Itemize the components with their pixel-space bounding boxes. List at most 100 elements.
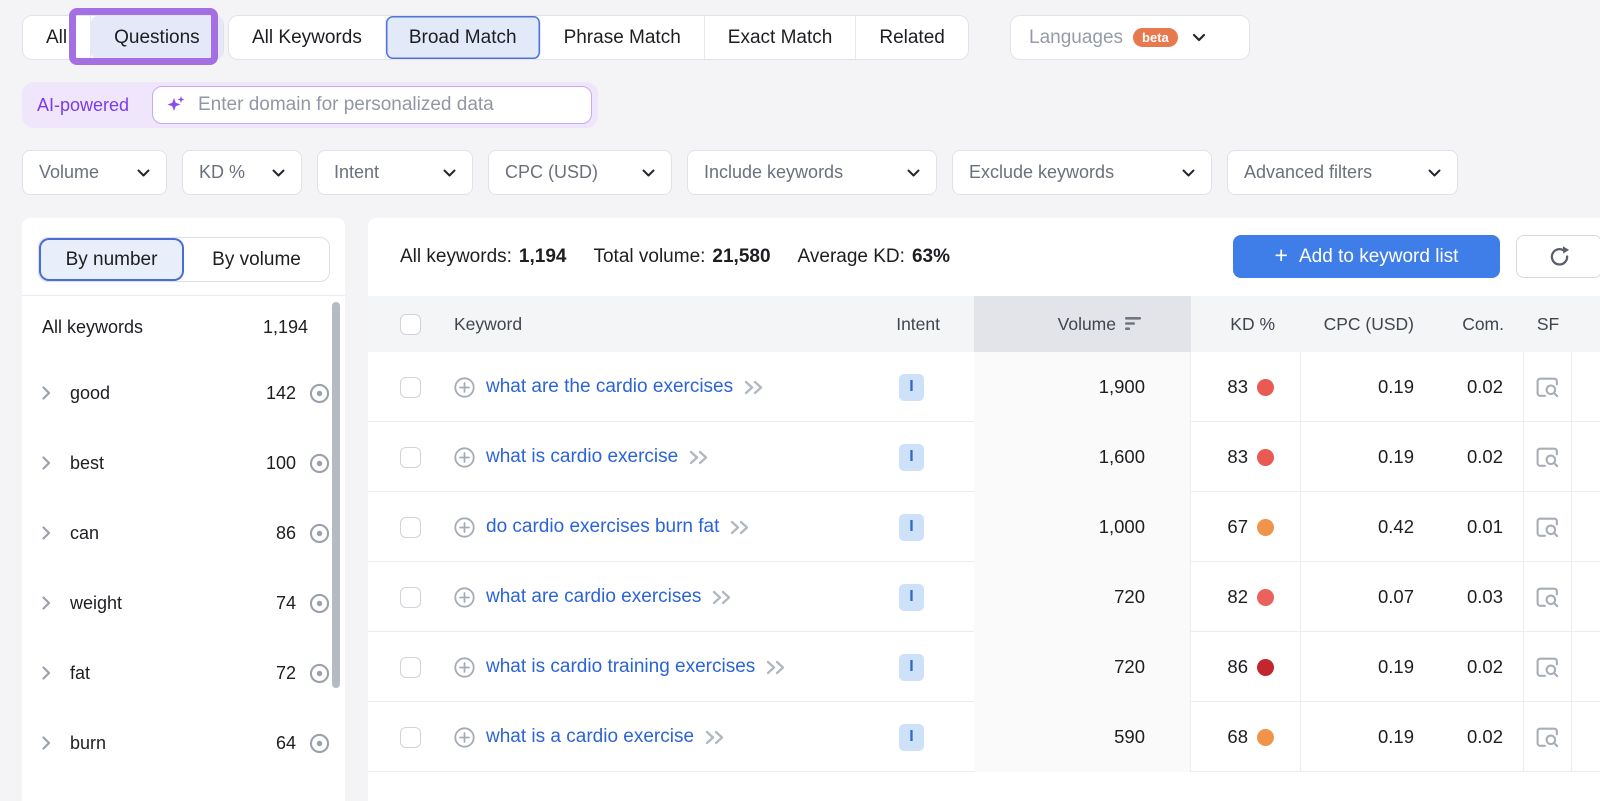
row-checkbox[interactable] — [400, 726, 421, 748]
expand-double-chevron-icon[interactable] — [766, 660, 788, 675]
row-checkbox[interactable] — [400, 376, 421, 398]
stat-total-volume-value: 21,580 — [712, 246, 771, 267]
keyword-link[interactable]: what are cardio exercises — [486, 586, 702, 607]
stat-all-keywords-label: All keywords: — [400, 246, 512, 267]
row-checkbox[interactable] — [400, 516, 421, 538]
filter-cpc[interactable]: CPC (USD) — [488, 150, 672, 195]
group-count: 142 — [265, 382, 296, 403]
column-header-kd-label: KD % — [1230, 313, 1275, 334]
column-header-cpc[interactable]: CPC (USD) — [1301, 296, 1436, 352]
filter-volume[interactable]: Volume — [22, 150, 167, 195]
add-keyword-plus-icon[interactable] — [454, 586, 475, 608]
sidebar-group-item[interactable]: fat 72 — [22, 638, 345, 708]
expand-double-chevron-icon[interactable] — [712, 590, 734, 605]
tab-exact-match[interactable]: Exact Match — [705, 16, 857, 59]
cpc-cell: 0.19 — [1301, 702, 1436, 772]
add-keyword-plus-icon[interactable] — [454, 726, 475, 748]
tab-broad-match[interactable]: Broad Match — [385, 16, 541, 59]
group-count: 74 — [275, 592, 296, 613]
tab-related[interactable]: Related — [856, 16, 968, 59]
chevron-right-icon[interactable] — [42, 386, 58, 400]
intent-cell: I — [874, 422, 974, 492]
add-keyword-plus-icon[interactable] — [454, 516, 475, 538]
domain-input[interactable] — [196, 93, 579, 117]
tab-phrase-match[interactable]: Phrase Match — [541, 16, 705, 59]
all-keywords-count: 1,194 — [262, 316, 308, 337]
eye-icon[interactable] — [307, 591, 332, 616]
filter-intent[interactable]: Intent — [317, 150, 473, 195]
toggle-by-volume[interactable]: By volume — [184, 238, 329, 281]
filter-kd[interactable]: KD % — [182, 150, 302, 195]
toggle-by-number-label: By number — [65, 248, 158, 270]
cpc-value: 0.07 — [1377, 586, 1414, 607]
languages-dropdown[interactable]: Languages beta — [1010, 15, 1250, 60]
add-keyword-plus-icon[interactable] — [454, 376, 475, 398]
eye-icon[interactable] — [307, 451, 332, 476]
sidebar-group-item[interactable]: weight 74 — [22, 568, 345, 638]
expand-double-chevron-icon[interactable] — [705, 730, 727, 745]
sidebar-group-item[interactable]: best 100 — [22, 428, 345, 498]
column-header-com[interactable]: Com. — [1436, 296, 1524, 352]
eye-icon[interactable] — [307, 661, 332, 686]
expand-double-chevron-icon[interactable] — [730, 520, 752, 535]
expand-double-chevron-icon[interactable] — [744, 380, 766, 395]
add-to-keyword-list-button[interactable]: + Add to keyword list — [1233, 235, 1500, 278]
serp-preview-icon[interactable] — [1535, 376, 1560, 399]
sidebar-all-keywords-row[interactable]: All keywords 1,194 — [22, 296, 345, 358]
filter-advanced[interactable]: Advanced filters — [1227, 150, 1458, 195]
chevron-right-icon[interactable] — [42, 526, 58, 540]
sidebar-scrollbar-thumb[interactable] — [332, 302, 340, 688]
tab-all-keywords[interactable]: All Keywords — [229, 16, 386, 59]
serp-preview-icon[interactable] — [1535, 516, 1560, 539]
com-cell: 0.03 — [1436, 562, 1524, 632]
row-spacer-cell — [1572, 422, 1600, 492]
row-checkbox[interactable] — [400, 446, 421, 468]
volume-value: 1,900 — [1098, 376, 1145, 397]
add-keyword-plus-icon[interactable] — [454, 446, 475, 468]
column-header-sf-label: SF — [1536, 313, 1560, 334]
sidebar-group-item[interactable]: burn 64 — [22, 708, 345, 778]
chevron-right-icon[interactable] — [42, 456, 58, 470]
intent-cell: I — [874, 562, 974, 632]
tab-all[interactable]: All — [23, 16, 92, 59]
chevron-right-icon[interactable] — [42, 736, 58, 750]
tab-all-label: All — [46, 26, 68, 48]
tab-questions[interactable]: Questions — [91, 16, 223, 59]
stat-all-keywords: All keywords: 1,194 — [400, 246, 566, 268]
column-header-kd[interactable]: KD % — [1191, 296, 1301, 352]
keyword-link[interactable]: what are the cardio exercises — [486, 376, 734, 397]
row-checkbox[interactable] — [400, 586, 421, 608]
kd-cell: 68 — [1191, 702, 1301, 772]
expand-double-chevron-icon[interactable] — [689, 450, 711, 465]
serp-preview-cell — [1524, 562, 1572, 632]
column-header-volume[interactable]: Volume — [974, 296, 1191, 352]
serp-preview-icon[interactable] — [1535, 586, 1560, 609]
filter-include-keywords[interactable]: Include keywords — [687, 150, 937, 195]
serp-preview-cell — [1524, 492, 1572, 562]
eye-icon[interactable] — [307, 381, 332, 406]
keyword-link[interactable]: what is a cardio exercise — [486, 726, 695, 747]
keyword-link[interactable]: do cardio exercises burn fat — [486, 516, 720, 537]
eye-icon[interactable] — [307, 521, 332, 546]
sidebar-group-item[interactable]: can 86 — [22, 498, 345, 568]
keyword-link[interactable]: what is cardio training exercises — [486, 656, 756, 677]
eye-icon[interactable] — [307, 731, 332, 756]
filter-exclude-keywords[interactable]: Exclude keywords — [952, 150, 1212, 195]
serp-preview-icon[interactable] — [1535, 726, 1560, 749]
languages-label: Languages — [1029, 26, 1124, 48]
row-checkbox[interactable] — [400, 656, 421, 678]
select-all-checkbox[interactable] — [400, 313, 421, 335]
refresh-button[interactable] — [1516, 235, 1600, 278]
stat-average-kd-value: 63% — [911, 246, 950, 267]
column-header-intent-label: Intent — [896, 313, 940, 334]
add-keyword-plus-icon[interactable] — [454, 656, 475, 678]
toggle-by-number[interactable]: By number — [39, 238, 184, 281]
sidebar-group-item[interactable]: good 142 — [22, 358, 345, 428]
chevron-right-icon[interactable] — [42, 666, 58, 680]
volume-value: 720 — [1114, 586, 1145, 607]
keyword-link[interactable]: what is cardio exercise — [486, 446, 679, 467]
serp-preview-icon[interactable] — [1535, 446, 1560, 469]
cpc-cell: 0.19 — [1301, 422, 1436, 492]
chevron-right-icon[interactable] — [42, 596, 58, 610]
serp-preview-icon[interactable] — [1535, 656, 1560, 679]
